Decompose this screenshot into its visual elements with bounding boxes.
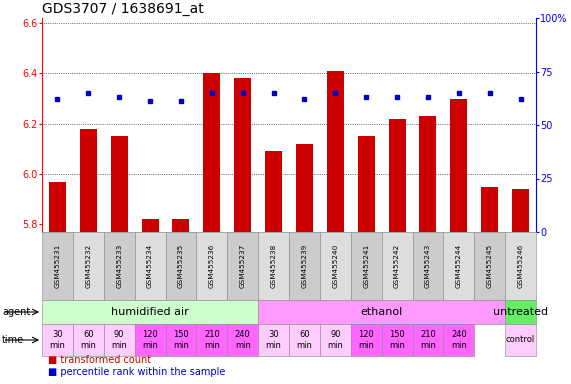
- Bar: [412, 324, 443, 356]
- Bar: [412, 232, 443, 300]
- Bar: [172, 219, 190, 232]
- Text: GSM455244: GSM455244: [456, 244, 462, 288]
- Bar: [104, 232, 135, 300]
- Text: ■ percentile rank within the sample: ■ percentile rank within the sample: [48, 367, 225, 377]
- Text: 150
min: 150 min: [173, 330, 189, 350]
- Bar: [505, 232, 536, 300]
- Bar: [327, 71, 344, 232]
- Bar: [320, 232, 351, 300]
- Text: GSM455231: GSM455231: [54, 244, 61, 288]
- Text: GDS3707 / 1638691_at: GDS3707 / 1638691_at: [42, 2, 204, 16]
- Text: untreated: untreated: [493, 307, 548, 317]
- Text: GSM455239: GSM455239: [301, 244, 307, 288]
- Text: ethanol: ethanol: [360, 307, 403, 317]
- Bar: [505, 324, 536, 356]
- Text: 60
min: 60 min: [81, 330, 96, 350]
- Bar: [481, 187, 498, 232]
- Bar: [451, 99, 467, 232]
- Bar: [443, 324, 475, 356]
- Text: 120
min: 120 min: [142, 330, 158, 350]
- Text: 210
min: 210 min: [420, 330, 436, 350]
- Text: GSM455242: GSM455242: [394, 244, 400, 288]
- Text: 120
min: 120 min: [358, 330, 374, 350]
- Bar: [258, 324, 289, 356]
- Text: 60
min: 60 min: [296, 330, 312, 350]
- Text: 30
min: 30 min: [266, 330, 282, 350]
- Bar: [227, 232, 258, 300]
- Text: 90
min: 90 min: [111, 330, 127, 350]
- Bar: [234, 78, 251, 232]
- Text: 90
min: 90 min: [327, 330, 343, 350]
- Bar: [289, 232, 320, 300]
- Bar: [73, 232, 104, 300]
- Text: GSM455241: GSM455241: [363, 244, 369, 288]
- Text: 30
min: 30 min: [50, 330, 65, 350]
- Bar: [420, 116, 436, 232]
- Bar: [42, 300, 258, 324]
- Bar: [443, 232, 475, 300]
- Bar: [203, 73, 220, 232]
- Text: time: time: [2, 335, 24, 345]
- Bar: [166, 232, 196, 300]
- Bar: [104, 324, 135, 356]
- Bar: [135, 324, 166, 356]
- Text: humidified air: humidified air: [111, 307, 189, 317]
- Bar: [42, 324, 73, 356]
- Text: GSM455235: GSM455235: [178, 244, 184, 288]
- Bar: [265, 151, 282, 232]
- Text: GSM455237: GSM455237: [240, 244, 246, 288]
- Text: ■ transformed count: ■ transformed count: [48, 355, 151, 365]
- Bar: [196, 232, 227, 300]
- Bar: [80, 129, 97, 232]
- Bar: [166, 324, 196, 356]
- Bar: [351, 324, 381, 356]
- Text: GSM455243: GSM455243: [425, 244, 431, 288]
- Text: GSM455238: GSM455238: [271, 244, 276, 288]
- Bar: [381, 324, 412, 356]
- Text: GSM455234: GSM455234: [147, 244, 153, 288]
- Bar: [357, 136, 375, 232]
- Bar: [142, 219, 159, 232]
- Text: agent: agent: [2, 307, 30, 317]
- Text: GSM455246: GSM455246: [517, 244, 524, 288]
- Text: GSM455240: GSM455240: [332, 244, 338, 288]
- Text: control: control: [506, 336, 535, 344]
- Bar: [49, 182, 66, 232]
- Bar: [505, 300, 536, 324]
- Bar: [258, 300, 505, 324]
- Bar: [111, 136, 128, 232]
- Bar: [42, 232, 73, 300]
- Text: 240
min: 240 min: [451, 330, 467, 350]
- Bar: [73, 324, 104, 356]
- Bar: [475, 232, 505, 300]
- Bar: [227, 324, 258, 356]
- Bar: [512, 189, 529, 232]
- Bar: [296, 144, 313, 232]
- Text: GSM455245: GSM455245: [486, 244, 493, 288]
- Text: GSM455232: GSM455232: [85, 244, 91, 288]
- Bar: [381, 232, 412, 300]
- Text: GSM455236: GSM455236: [209, 244, 215, 288]
- Bar: [351, 232, 381, 300]
- Text: 150
min: 150 min: [389, 330, 405, 350]
- Text: 240
min: 240 min: [235, 330, 251, 350]
- Bar: [289, 324, 320, 356]
- Text: GSM455233: GSM455233: [116, 244, 122, 288]
- Text: 210
min: 210 min: [204, 330, 220, 350]
- Bar: [135, 232, 166, 300]
- Bar: [389, 119, 405, 232]
- Bar: [320, 324, 351, 356]
- Bar: [196, 324, 227, 356]
- Bar: [258, 232, 289, 300]
